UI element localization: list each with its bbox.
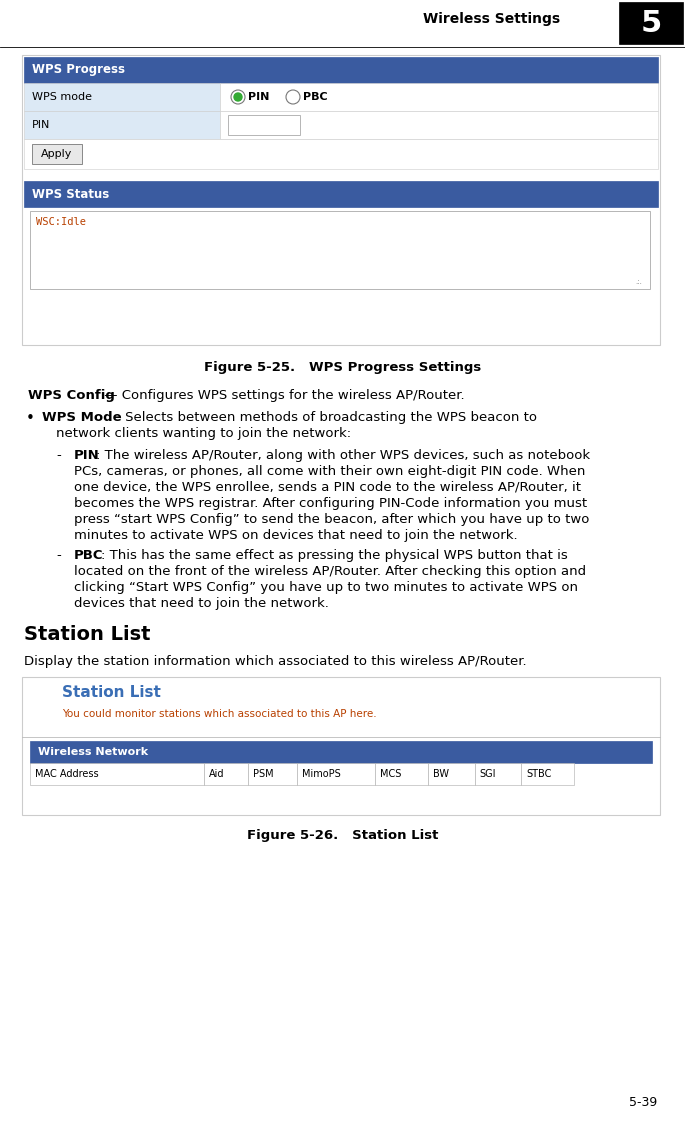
Text: minutes to activate WPS on devices that need to join the network.: minutes to activate WPS on devices that …: [74, 529, 518, 542]
Text: WPS Mode: WPS Mode: [42, 411, 122, 424]
Bar: [22, 677, 660, 815]
Text: located on the front of the wireless AP/Router. After checking this option and: located on the front of the wireless AP/…: [74, 565, 586, 578]
Text: -: -: [56, 449, 61, 462]
Text: Figure 5-26.   Station List: Figure 5-26. Station List: [247, 829, 438, 842]
Bar: [475, 763, 521, 785]
Text: MimoPS: MimoPS: [303, 769, 341, 779]
Bar: [24, 83, 220, 111]
Text: network clients wanting to join the network:: network clients wanting to join the netw…: [56, 427, 351, 440]
Text: PIN: PIN: [32, 120, 51, 130]
Bar: [248, 763, 297, 785]
Bar: [22, 55, 660, 345]
Text: SGI: SGI: [479, 769, 496, 779]
Bar: [220, 83, 658, 111]
Circle shape: [234, 93, 242, 101]
Bar: [24, 57, 658, 83]
Text: WSC:Idle: WSC:Idle: [36, 217, 86, 227]
Text: You could monitor stations which associated to this AP here.: You could monitor stations which associa…: [62, 709, 377, 719]
Bar: [30, 741, 652, 763]
Text: .:.: .:.: [635, 279, 642, 285]
Bar: [220, 111, 658, 139]
Text: MCS: MCS: [380, 769, 401, 779]
Text: -: -: [56, 549, 61, 562]
Text: PIN: PIN: [74, 449, 100, 462]
Text: PCs, cameras, or phones, all come with their own eight-digit PIN code. When: PCs, cameras, or phones, all come with t…: [74, 465, 586, 478]
Text: : The wireless AP/Router, along with other WPS devices, such as notebook: : The wireless AP/Router, along with oth…: [96, 449, 590, 462]
Text: •: •: [26, 411, 35, 426]
Text: Apply: Apply: [41, 149, 73, 159]
Bar: [30, 211, 650, 289]
Text: WPS Progress: WPS Progress: [32, 64, 125, 76]
Bar: [228, 115, 300, 135]
Text: PSM: PSM: [253, 769, 273, 779]
Bar: [24, 181, 658, 207]
Text: Aid: Aid: [209, 769, 225, 779]
Bar: [204, 763, 248, 785]
Text: Station List: Station List: [62, 685, 161, 700]
Text: – Selects between methods of broadcasting the WPS beacon to: – Selects between methods of broadcastin…: [110, 411, 537, 424]
Text: PIN: PIN: [248, 92, 269, 102]
Text: WPS Config: WPS Config: [28, 389, 115, 402]
Text: MAC Address: MAC Address: [35, 769, 99, 779]
Bar: [375, 763, 428, 785]
Text: STBC: STBC: [526, 769, 551, 779]
Text: clicking “Start WPS Config” you have up to two minutes to activate WPS on: clicking “Start WPS Config” you have up …: [74, 581, 578, 594]
Text: one device, the WPS enrollee, sends a PIN code to the wireless AP/Router, it: one device, the WPS enrollee, sends a PI…: [74, 481, 581, 494]
Bar: [297, 763, 375, 785]
Bar: [30, 763, 204, 785]
Bar: [521, 763, 574, 785]
Text: — Configures WPS settings for the wireless AP/Router.: — Configures WPS settings for the wirele…: [100, 389, 464, 402]
Text: Display the station information which associated to this wireless AP/Router.: Display the station information which as…: [24, 655, 527, 668]
Text: Wireless Network: Wireless Network: [38, 747, 148, 757]
Text: Figure 5-25.   WPS Progress Settings: Figure 5-25. WPS Progress Settings: [204, 360, 481, 374]
Text: PBC: PBC: [303, 92, 327, 102]
Text: : This has the same effect as pressing the physical WPS button that is: : This has the same effect as pressing t…: [101, 549, 568, 562]
Text: WPS Status: WPS Status: [32, 188, 109, 201]
Bar: [428, 763, 475, 785]
Text: 5-39: 5-39: [629, 1096, 657, 1110]
Text: BW: BW: [433, 769, 449, 779]
Text: PBC: PBC: [74, 549, 103, 562]
Text: devices that need to join the network.: devices that need to join the network.: [74, 597, 329, 610]
Bar: [24, 139, 658, 168]
Bar: [619, 2, 683, 44]
Bar: [24, 111, 220, 139]
Text: Wireless Settings: Wireless Settings: [423, 12, 560, 26]
Text: becomes the WPS registrar. After configuring PIN-Code information you must: becomes the WPS registrar. After configu…: [74, 497, 587, 510]
Bar: [32, 144, 82, 164]
Text: 5: 5: [640, 9, 662, 37]
Text: WPS mode: WPS mode: [32, 92, 92, 102]
Text: Station List: Station List: [24, 626, 151, 643]
Text: press “start WPS Config” to send the beacon, after which you have up to two: press “start WPS Config” to send the bea…: [74, 513, 589, 526]
